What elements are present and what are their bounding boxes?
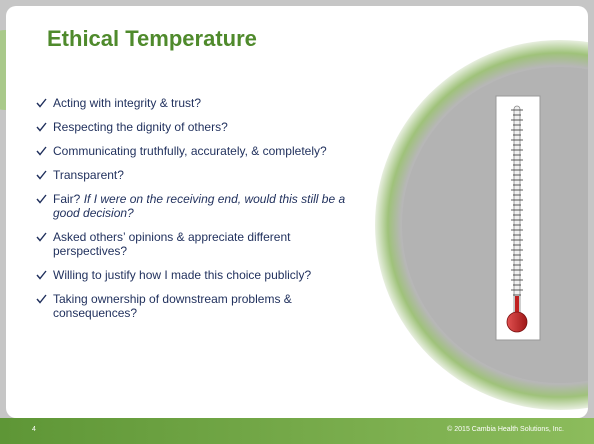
bullet-text: Transparent?	[53, 168, 124, 182]
bullet-item: Taking ownership of downstream problems …	[36, 292, 346, 320]
bullet-text: Taking ownership of downstream problems …	[53, 292, 292, 320]
slide: Ethical Temperature Acting with integrit…	[0, 0, 594, 444]
bullet-item: Asked others’ opinions & appreciate diff…	[36, 230, 346, 258]
bullet-item: Fair? If I were on the receiving end, wo…	[36, 192, 346, 220]
bullet-note: If I were on the receiving end, would th…	[53, 192, 345, 220]
bullet-item: Acting with integrity & trust?	[36, 96, 346, 110]
copyright: © 2015 Cambia Health Solutions, Inc.	[447, 426, 564, 433]
page-number: 4	[32, 426, 36, 433]
check-mark	[36, 98, 47, 108]
bullet-item: Communicating truthfully, accurately, & …	[36, 144, 346, 158]
bullet-text: Fair?	[53, 192, 80, 206]
slide-title: Ethical Temperature	[47, 26, 257, 52]
check-mark	[36, 194, 47, 204]
check-mark	[36, 232, 47, 242]
check-mark	[36, 270, 47, 280]
check-mark	[36, 146, 47, 156]
bullet-text: Willing to justify how I made this choic…	[53, 268, 311, 282]
bullet-text: Respecting the dignity of others?	[53, 120, 228, 134]
check-mark	[36, 294, 47, 304]
bullet-text: Communicating truthfully, accurately, & …	[53, 144, 327, 158]
thermometer	[496, 96, 540, 340]
bullet-item: Respecting the dignity of others?	[36, 120, 346, 134]
bullet-text: Acting with integrity & trust?	[53, 96, 201, 110]
bullet-item: Transparent?	[36, 168, 346, 182]
bullet-text: Asked others’ opinions & appreciate diff…	[53, 230, 290, 258]
check-mark	[36, 170, 47, 180]
bullet-list: Acting with integrity & trust? Respecting…	[36, 96, 346, 330]
check-mark	[36, 122, 47, 132]
bullet-item: Willing to justify how I made this choic…	[36, 268, 346, 282]
